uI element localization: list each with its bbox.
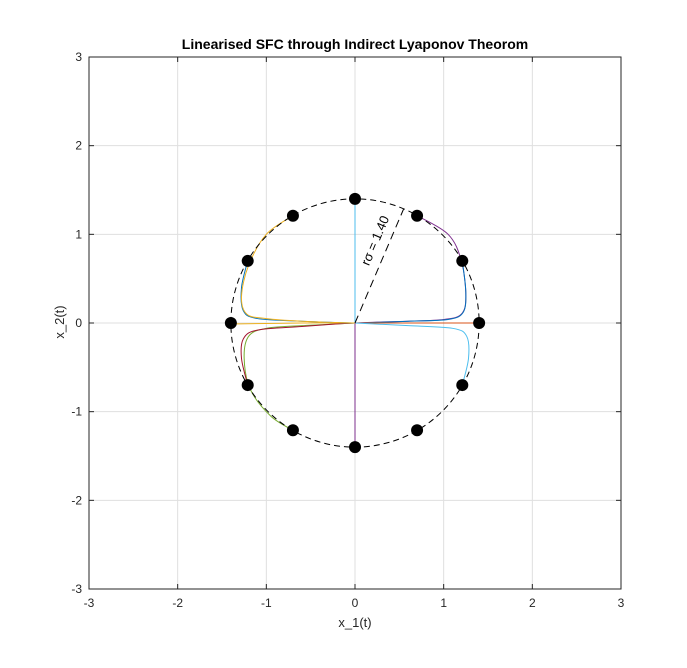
initial-point-marker (286, 424, 299, 437)
initial-point-marker (473, 317, 486, 329)
x-tick-label: -3 (84, 596, 95, 610)
initial-point-marker (456, 254, 469, 267)
y-tick-label: 0 (75, 316, 82, 330)
y-tick-label: -3 (71, 582, 82, 596)
initial-point-marker (411, 209, 424, 222)
initial-point-marker (286, 209, 299, 222)
initial-point-marker (241, 254, 254, 267)
x-tick-label: -1 (261, 596, 272, 610)
trajectory-line-8 (240, 322, 356, 386)
trajectory-line-5 (354, 322, 470, 386)
y-tick-label: 2 (75, 139, 82, 153)
y-tick-label: 3 (75, 50, 82, 64)
plot-area: -3 -2 -1 0 1 2 3 -3 -2 -1 0 1 2 3 (71, 50, 624, 610)
x-tick-label: 1 (440, 596, 447, 610)
series-layer (230, 198, 480, 448)
axis-ticks: -3 -2 -1 0 1 2 3 -3 -2 -1 0 1 2 3 (71, 50, 624, 610)
initial-point-marker (349, 192, 361, 205)
chart-title: Linearised SFC through Indirect Lyaponov… (182, 36, 528, 52)
x-tick-label: 2 (529, 596, 536, 610)
trajectory-line-11 (240, 215, 356, 324)
initial-point-marker (349, 441, 361, 454)
x-axis-label: x_1(t) (338, 615, 371, 630)
initial-point-marker (241, 379, 254, 392)
y-tick-label: 1 (75, 227, 82, 241)
y-axis-label: x_2(t) (52, 305, 67, 338)
x-tick-label: 3 (618, 596, 625, 610)
y-tick-label: -2 (71, 493, 82, 507)
radius-line (354, 208, 405, 324)
initial-point-marker (456, 379, 469, 392)
x-tick-label: 0 (352, 596, 359, 610)
initial-point-marker (224, 317, 237, 329)
y-tick-label: -1 (71, 405, 82, 419)
x-tick-label: -2 (172, 596, 183, 610)
initial-points-layer (224, 192, 486, 454)
initial-point-marker (411, 424, 424, 437)
